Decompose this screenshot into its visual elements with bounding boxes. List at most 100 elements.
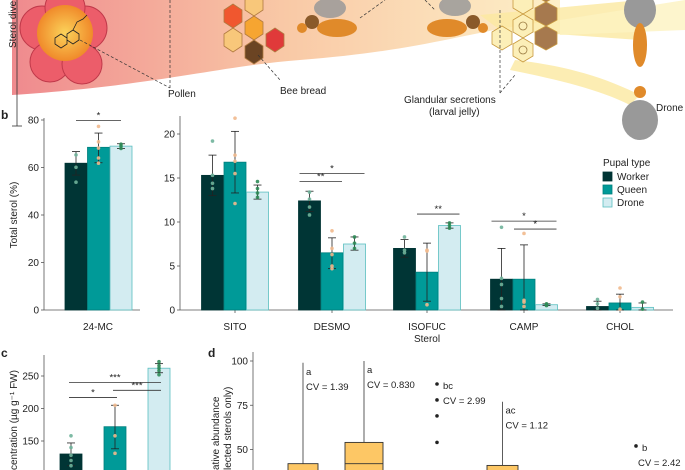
b-desmo-queen-data-point [330,264,334,268]
b-x-tick-label: 24-MC [83,322,113,333]
b-desmo-drone-bar [343,243,366,311]
b-left-y-tick-label: 40 [28,211,40,222]
b-desmo-drone-data-point [352,241,357,245]
b-desmo-queen-data-point [330,246,334,251]
legend-label-queen: Queen [617,185,647,196]
illustration-panel: Sterol divers Pollen Bee bread [8,0,685,140]
c-y-tick-label: 250 [22,372,39,383]
b-sito-drone-data-point [255,179,260,184]
b-24mc-queen-data-point [96,140,101,144]
b-left-y-tick-label: 20 [28,258,40,269]
b-sito-queen-data-point [233,201,237,206]
b-desmo-worker-data-point [307,205,312,209]
panel-label-d: d [208,346,215,360]
drone-label: Drone [656,103,684,114]
sterol-diversity-label: Sterol divers [8,0,19,48]
queen-pupa-icon [624,0,656,67]
c-worker-data-point [69,458,73,463]
d-box-2 [344,441,384,470]
b-sito-queen-data-point [233,153,237,157]
b-sito-queen-data-point [233,159,237,164]
sterol-molecule-icon [54,14,88,49]
b-sito-drone-data-point [255,191,260,195]
light-beam-lower [510,60,640,105]
c-y-axis-label: centration (µg g⁻¹ FW) [9,370,20,470]
bee-bread-comb-icon [223,0,285,65]
c-queen-data-point [113,403,117,408]
d-box-5-outlier [634,444,638,448]
b-sito-queen-data-point [233,116,237,120]
d-box-3-cv-label: CV = 2.99 [443,396,486,407]
d-box-5-group-label: b [642,443,647,454]
legend-swatch-drone [602,197,613,208]
b-x-tick-label-desmo: DESMO [314,322,351,333]
b-24mc-worker-data-point [74,165,78,170]
c-drone-data-point [157,372,161,377]
b-left-y-tick-label: 60 [28,163,40,174]
b-camp-worker-data-point [499,225,504,230]
d-box-4-cv-label: CV = 1.12 [506,421,549,432]
b-x-axis-label: Sterol [414,334,440,345]
panel-label-c: c [1,346,8,360]
c-queen-data-point [113,434,117,438]
b-sito-worker-data-point [210,173,215,178]
glandular-label-line1: Glandular secretions [404,95,496,106]
c-worker-data-point [69,445,73,450]
b-camp-worker-data-point [499,282,504,287]
legend-swatch-queen [602,184,613,195]
b-isofuc-worker-data-point [402,235,407,239]
charts: 0 20 40 60 80 24-MC * 0 5 10 15 20 SITO DESMO ISOFUC CA… [22,111,681,470]
b-desmo-worker-bar [298,200,321,311]
b-isofuc-drone-data-point [447,221,452,225]
b-24mc-queen-data-point [96,156,101,160]
b-sito-drone-bar [246,191,269,311]
b-right-y-tick-label: 10 [164,218,176,229]
d-box-5-cv-label: CV = 2.42 [638,458,681,469]
b-24mc-worker-bar [64,162,88,311]
b-desmo-worker-data-point [307,213,312,217]
legend-swatch-worker [602,171,613,182]
b-x-tick-label-chol: CHOL [606,322,634,333]
b-sito-queen-data-point [233,171,237,176]
b-camp-worker-data-point [499,304,504,309]
glandular-label-line2: (larval jelly) [429,107,480,118]
b-chol-drone-data-point [640,300,645,304]
c-worker-data-point [69,434,73,438]
d-box-1-group-label: a [306,367,312,378]
larval-comb-icon [491,0,558,63]
b-24mc-drone-bar [109,145,133,311]
d-box-3-outlier [435,414,439,418]
b-sito-worker-data-point [210,181,215,186]
b-24mc-worker-data-point [74,180,78,185]
b-isofuc-drone-bar [438,225,461,311]
b-x-tick-label-camp: CAMP [510,322,539,333]
b-isofuc-significance-label: ** [435,204,443,215]
b-camp-significance-label: * [522,211,526,222]
b-right-y-tick-label: 0 [169,306,175,317]
b-x-tick-label-isofuc: ISOFUC [408,322,446,333]
b-chol-worker-data-point [595,306,600,311]
b-chol-drone-data-point [640,307,645,311]
b-24mc-worker-data-point [74,153,78,157]
c-significance-label: *** [131,380,142,391]
d-box-2-cv-label: CV = 0.830 [367,380,415,391]
panel-label-b: b [1,108,8,122]
b-camp-worker-data-point [499,296,504,301]
d-y-tick-label: 75 [237,401,249,412]
c-drone-data-point [157,359,161,364]
b-desmo-worker-data-point [307,190,312,194]
d-box-4-group-label: ac [506,406,516,417]
b-chol-queen-data-point [618,307,622,311]
legend: Pupal type Worker Queen Drone [602,158,651,209]
legend-title: Pupal type [603,158,651,169]
b-isofuc-worker-data-point [402,248,407,252]
flower-icon [19,0,108,85]
legend-label-worker: Worker [617,172,650,183]
b-right-y-tick-label: 15 [164,174,176,185]
b-sito-drone-data-point [255,195,260,200]
b-camp-queen-data-point [522,304,526,309]
b-chol-worker-data-point [595,297,600,302]
b-camp-worker-data-point [499,276,504,281]
d-y-axis-label-line2: lected sterols only) [223,387,234,470]
